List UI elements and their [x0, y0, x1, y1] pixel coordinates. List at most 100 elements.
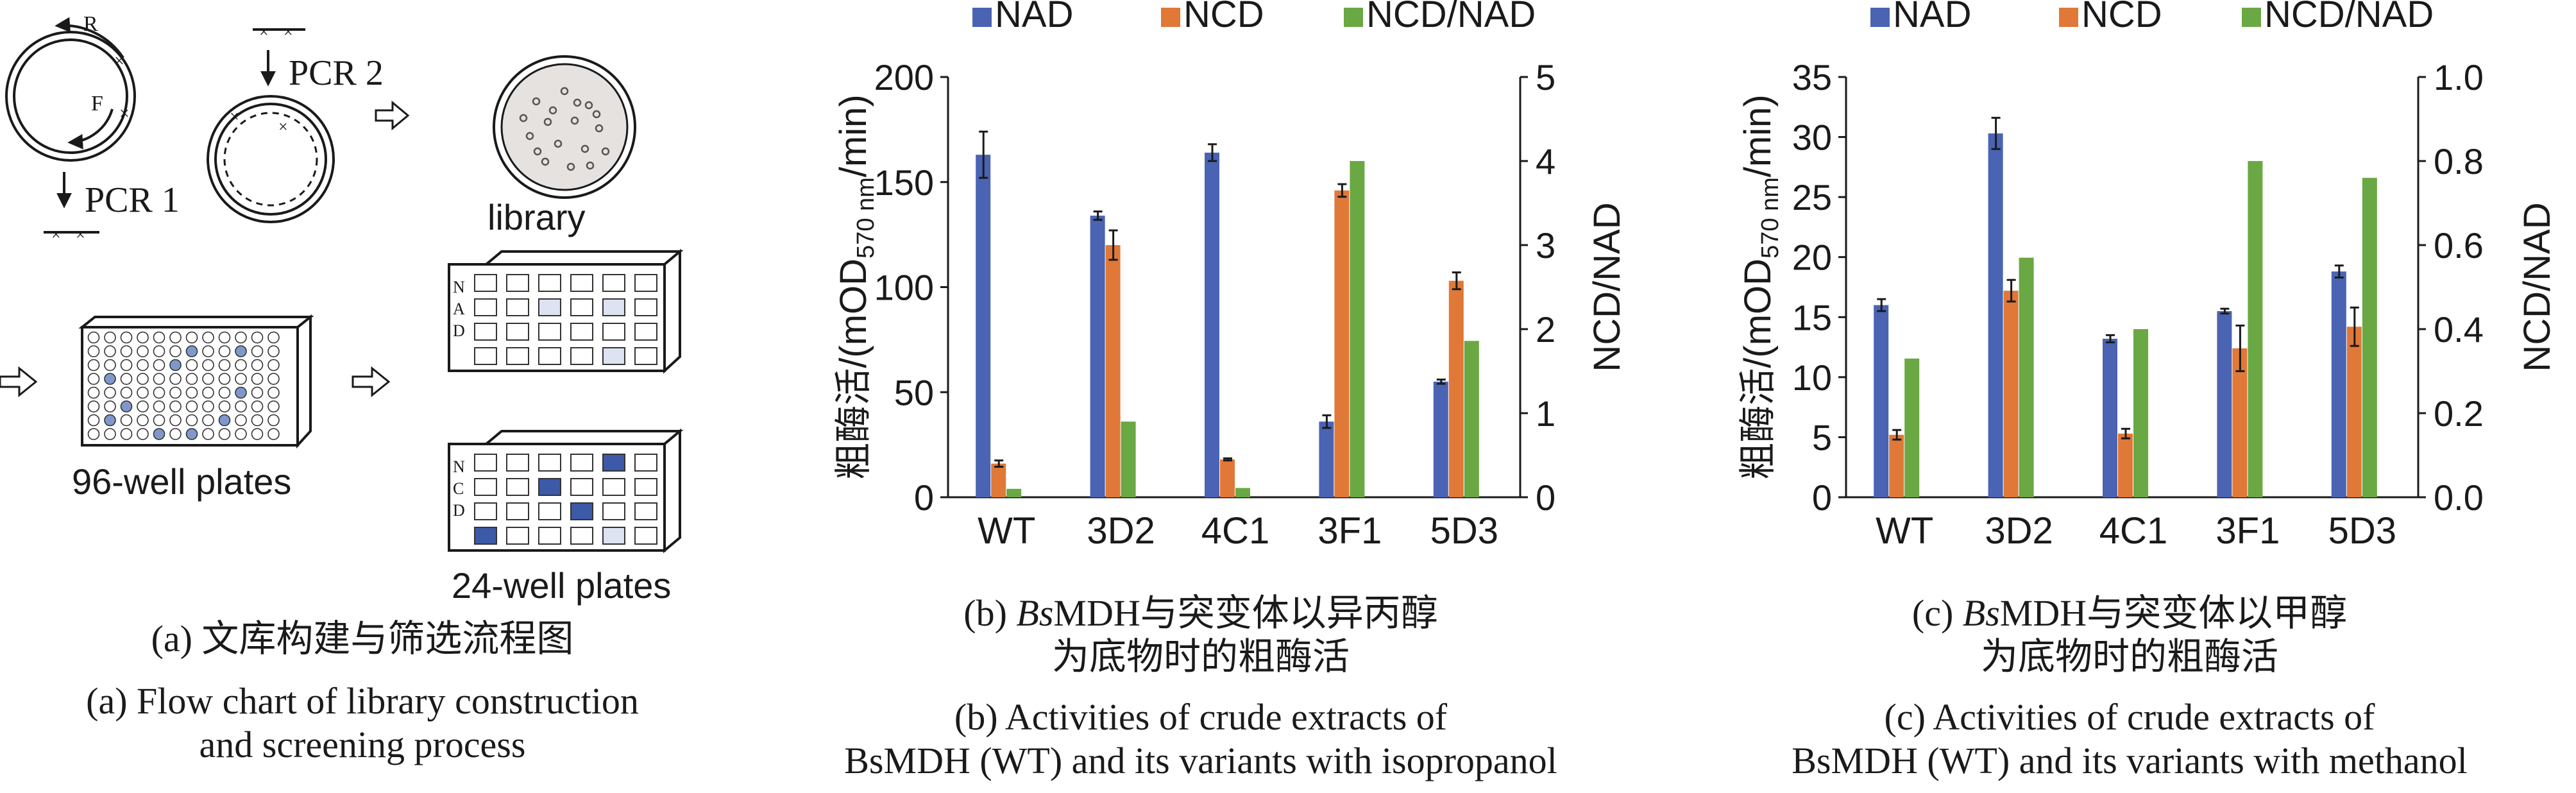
- well: [634, 347, 657, 365]
- well: [218, 373, 231, 385]
- well: [153, 345, 165, 357]
- legend-swatch-nad: [972, 8, 992, 27]
- x-mark: ×: [114, 51, 124, 71]
- well: [267, 373, 280, 385]
- well: [570, 347, 593, 365]
- well: [506, 274, 529, 292]
- y-tick-label: 20: [1792, 237, 1832, 278]
- well: [267, 428, 280, 440]
- well: [120, 414, 133, 427]
- plot-area: 0 50 100 150 200 0 1 2 3 4 5 粗酶活/(mOD570 nm/min) NCD…: [833, 57, 1628, 552]
- bar-nad: [1319, 422, 1334, 497]
- well: [235, 373, 247, 385]
- well: [104, 428, 116, 440]
- well: [602, 298, 625, 316]
- well: [570, 502, 593, 520]
- well: [506, 347, 529, 365]
- caption-a-en-1: (a) Flow chart of library construction: [86, 680, 639, 722]
- well: [251, 373, 264, 385]
- well: [602, 347, 625, 365]
- well: [120, 359, 133, 371]
- legend: NAD NCD NCD/NAD: [1870, 0, 2434, 35]
- well: [185, 359, 198, 371]
- x-tick-label: WT: [1876, 510, 1933, 552]
- x-tick-label: 5D3: [1430, 510, 1498, 552]
- well: [251, 428, 264, 440]
- label-r: R: [83, 12, 98, 36]
- well: [538, 323, 561, 341]
- well: [235, 428, 247, 440]
- well: [602, 527, 625, 545]
- primer-f-arrow: [67, 108, 114, 149]
- well: [104, 345, 116, 357]
- well: [570, 323, 593, 341]
- y-tick-label: 150: [874, 162, 934, 203]
- label-pcr1: PCR 1: [85, 180, 180, 220]
- well: [153, 386, 165, 399]
- well: [538, 454, 561, 472]
- well: [506, 527, 529, 545]
- bar-ncd-nad: [1121, 422, 1136, 497]
- svg-text:D: D: [453, 321, 465, 340]
- bar-ncd-nad: [2362, 178, 2377, 497]
- well: [218, 428, 231, 440]
- well: [202, 345, 214, 357]
- y-tick-label: 15: [1792, 297, 1832, 337]
- well: [87, 345, 100, 357]
- well: [185, 400, 198, 413]
- well: [538, 502, 561, 520]
- legend-label: NCD/NAD: [2264, 0, 2434, 35]
- x-tick-label: WT: [978, 510, 1035, 552]
- y-axis-label: 粗酶活/(mOD570 nm/min): [833, 94, 879, 479]
- well: [251, 345, 264, 357]
- y-tick-label: 10: [1792, 357, 1832, 398]
- well: [87, 373, 100, 385]
- y-tick-label-right: 2: [1536, 309, 1555, 350]
- linear-product-2: × ×: [253, 22, 305, 41]
- well: [169, 331, 182, 344]
- well: [137, 400, 149, 413]
- label-library: library: [487, 197, 585, 237]
- caption-b-cn-1: (b) BsMDH与突变体以异丙醇: [963, 592, 1437, 634]
- well: [120, 373, 133, 385]
- well: [218, 359, 231, 371]
- linear-product-1: × ×: [44, 225, 99, 244]
- well: [267, 331, 280, 344]
- well: [235, 400, 247, 413]
- well: [570, 298, 593, 316]
- bar-ncd-nad: [2133, 329, 2148, 497]
- y-tick-label-right: 0.6: [2434, 225, 2484, 266]
- y-tick-label-right: 0.8: [2434, 141, 2484, 182]
- bar-nad: [1205, 152, 1219, 497]
- x-tick-label: 3F1: [2216, 510, 2280, 552]
- svg-text:×: ×: [278, 117, 288, 136]
- well: [267, 414, 280, 427]
- bar-nad: [2103, 338, 2117, 497]
- well: [104, 386, 116, 399]
- well: [120, 400, 133, 413]
- svg-text:A: A: [453, 300, 465, 318]
- bar-ncd-nad: [1350, 161, 1365, 497]
- well: [104, 373, 116, 385]
- bar-nad: [2217, 311, 2232, 497]
- svg-text:N: N: [453, 457, 465, 476]
- y-axis-label-right: NCD/NAD: [1586, 202, 1628, 371]
- bar-ncd: [1448, 280, 1464, 497]
- svg-text:×: ×: [284, 22, 293, 41]
- well: [235, 331, 247, 344]
- well: [137, 345, 149, 357]
- well: [538, 274, 561, 292]
- well: [570, 454, 593, 472]
- well: [104, 414, 116, 427]
- well: [120, 428, 133, 440]
- well: [169, 400, 182, 413]
- well-plate-icon: [78, 314, 314, 449]
- well: [474, 323, 497, 341]
- legend-label: NCD: [2081, 0, 2162, 35]
- y-tick-label: 0: [1812, 477, 1832, 518]
- well: [169, 428, 182, 440]
- well: [104, 400, 116, 413]
- well: [169, 373, 182, 385]
- well-plate-icon: [448, 248, 684, 374]
- well: [267, 400, 280, 413]
